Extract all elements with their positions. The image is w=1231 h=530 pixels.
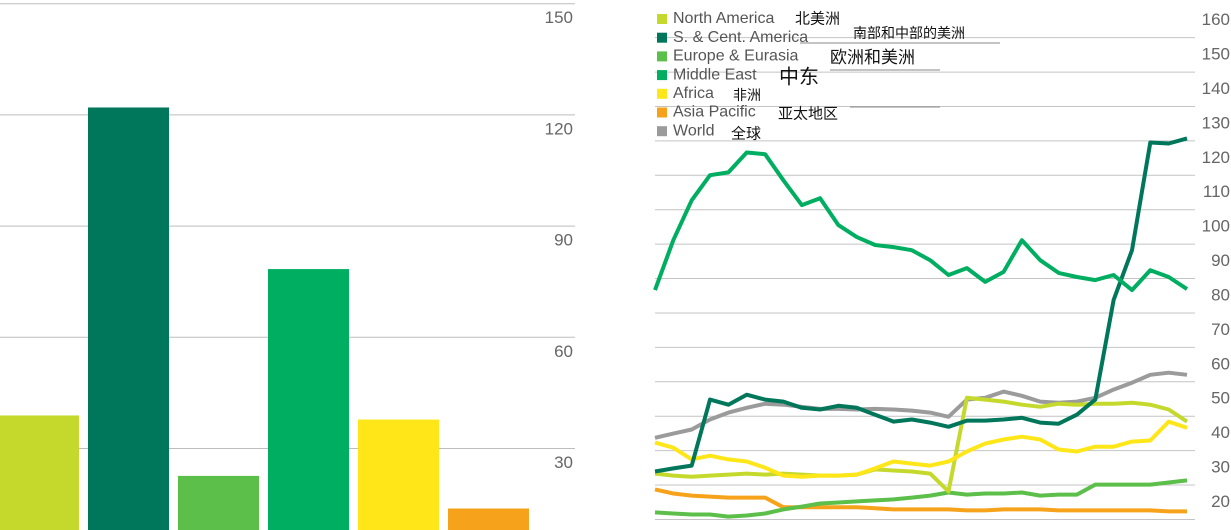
bar <box>0 415 79 530</box>
y-tick-label: 120 <box>545 119 573 138</box>
legend-label-zh: 欧洲和美洲 <box>830 48 915 68</box>
y-tick-label: 20 <box>1211 492 1230 511</box>
bar <box>178 475 259 530</box>
y-tick-label: 80 <box>1211 285 1230 304</box>
legend-label-zh: 全球 <box>731 125 761 143</box>
legend-label: Europe & Eurasia <box>673 48 799 65</box>
series-line <box>654 487 1187 514</box>
legend-label-zh: 非洲 <box>733 88 761 104</box>
legend-label: S. & Cent. America <box>673 29 808 46</box>
legend-swatch <box>657 51 667 62</box>
legend-swatch <box>657 14 667 24</box>
bar <box>448 508 529 530</box>
legend-swatch <box>657 107 667 118</box>
legend-label-zh: 亚太地区 <box>778 105 838 123</box>
y-tick-label: 130 <box>1202 113 1230 132</box>
bar <box>88 107 169 530</box>
legend-swatch <box>657 70 667 81</box>
legend-swatch <box>657 126 667 137</box>
y-tick-label: 110 <box>1203 182 1230 201</box>
y-tick-label: 90 <box>554 231 573 250</box>
bar <box>268 269 349 530</box>
y-tick-label: 30 <box>554 453 573 472</box>
y-tick-label: 150 <box>1202 45 1230 64</box>
legend-label-zh: 北美洲 <box>795 10 840 28</box>
y-tick-label: 60 <box>1211 354 1230 373</box>
series-line <box>654 478 1188 519</box>
legend-label: Africa <box>673 85 714 102</box>
y-tick-label: 90 <box>1211 251 1230 270</box>
series-line <box>654 370 1188 440</box>
y-tick-label: 50 <box>1211 389 1230 408</box>
y-tick-label: 160 <box>1202 10 1230 29</box>
y-tick-label: 40 <box>1211 423 1230 442</box>
y-tick-label: 150 <box>545 8 573 27</box>
bar <box>358 419 439 530</box>
legend-label-zh: 中东 <box>779 65 819 89</box>
legend-swatch <box>657 88 667 99</box>
y-tick-label: 30 <box>1211 458 1230 477</box>
y-tick-label: 140 <box>1202 79 1230 98</box>
y-tick-label: 70 <box>1211 320 1230 339</box>
y-tick-label: 100 <box>1202 217 1230 236</box>
series-line <box>653 150 1189 293</box>
series-line <box>654 419 1188 479</box>
legend-label: Middle East <box>673 66 757 83</box>
series-line <box>654 395 1189 494</box>
legend-label: Asia Pacific <box>673 104 756 121</box>
legend-swatch <box>657 32 667 43</box>
legend-label: North America <box>673 10 774 27</box>
y-tick-label: 60 <box>554 342 573 361</box>
series-line <box>654 136 1188 474</box>
legend-label: World <box>673 122 715 139</box>
legend-label-zh: 南部和中部的美洲 <box>853 26 965 42</box>
y-tick-label: 120 <box>1202 148 1230 167</box>
